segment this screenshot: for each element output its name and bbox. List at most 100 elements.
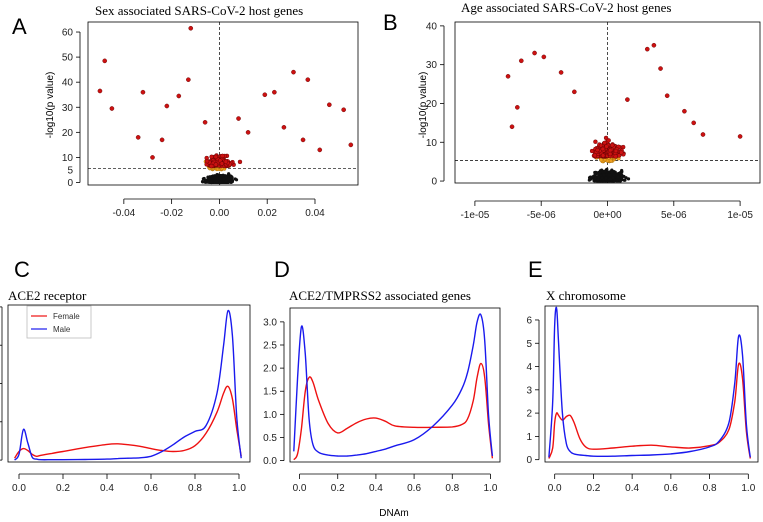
panel-a-point-nonsig — [227, 172, 231, 176]
panel-b-ylabel: -log10(p value) — [418, 72, 429, 139]
panel-b-point-outlier — [625, 97, 630, 102]
panel-a-point-sig — [237, 159, 243, 165]
panel-a-point-outlier — [305, 77, 311, 82]
panel-b-point-borderline — [608, 158, 613, 163]
panel-a-point-outlier — [135, 135, 141, 140]
panel-e-series-male — [548, 306, 751, 458]
panel-a-point-nonsig — [226, 177, 231, 182]
panel-e-y-tick-label: 2 — [526, 409, 532, 420]
panel-a-point-sig — [209, 154, 214, 159]
panel-b-point-sig — [602, 140, 607, 146]
panel-b-point-outlier — [509, 124, 515, 130]
panel-b-y-tick-label: 20 — [426, 99, 438, 110]
panel-letter-c: C — [14, 257, 30, 282]
legend-box — [26, 305, 92, 339]
panel-a-x-tick-label: 0.00 — [210, 208, 230, 219]
panel-a-point-outlier — [327, 102, 332, 108]
panel-b-point-nonsig — [614, 173, 618, 177]
panel-e-y-tick-label: 1 — [526, 432, 532, 443]
panel-b-point-nonsig — [604, 176, 608, 180]
panel-c-x-tick-label: 0.2 — [56, 483, 70, 494]
legend: Female Male — [26, 305, 92, 339]
panel-e-y-tick-label: 5 — [526, 339, 532, 350]
panel-d-x-tick-label: 0.6 — [407, 483, 421, 494]
panel-d-y-tick-label: 0.0 — [263, 456, 277, 467]
panel-b-y-tick-label: 10 — [426, 138, 438, 149]
panel-a-point-nonsig — [201, 177, 205, 181]
panel-a-point-sig — [213, 154, 218, 160]
panel-d-title: ACE2/TMPRSS2 associated genes — [289, 288, 471, 303]
panel-a-x-tick-label: -0.04 — [112, 208, 135, 219]
panel-b-point-sig — [600, 146, 606, 152]
panel-e-y-tick-label: 4 — [526, 362, 532, 373]
panel-a-point-outlier — [164, 103, 170, 109]
panel-letter-e: E — [528, 257, 543, 282]
panel-d-y-tick-label: 1.5 — [263, 387, 277, 398]
panel-e-x-tick-label: 0.8 — [703, 483, 717, 494]
panel-a-y-tick-label: 40 — [62, 78, 74, 89]
panel-d-x-tick-label: 0.4 — [369, 483, 383, 494]
panel-a-point-nonsig — [215, 180, 219, 184]
panel-b-point-sig — [610, 143, 615, 148]
panel-b-x-tick-label: 1e-05 — [727, 210, 753, 221]
panel-a-point-outlier — [159, 137, 165, 143]
panel-b-point-outlier — [572, 89, 577, 95]
panel-b-point-borderline — [599, 157, 604, 162]
panel-b-point-sig — [608, 151, 613, 157]
panel-e-series-female — [548, 362, 751, 459]
panel-b-point-nonsig — [605, 167, 609, 171]
panel-a-point-outlier — [341, 107, 346, 113]
panel-a-point-outlier — [300, 137, 306, 143]
panel-b-point-nonsig — [594, 176, 598, 180]
panel-e-plot-box — [544, 305, 759, 463]
panel-b-point-nonsig — [622, 178, 626, 182]
panel-a-point-nonsig — [201, 180, 205, 184]
panel-b-point-sig — [600, 153, 606, 158]
panel-a-point-outlier — [97, 88, 103, 94]
panel-c-series-female — [14, 385, 242, 459]
panel-b-point-nonsig — [609, 177, 613, 181]
panel-a-point-nonsig — [233, 177, 237, 181]
panel-b-point-outlier — [691, 120, 696, 126]
panel-a-y-tick-label: 60 — [62, 28, 74, 39]
panel-a-point-outlier — [262, 92, 268, 98]
panel-a-point-nonsig — [215, 172, 219, 177]
panel-b-point-outlier — [558, 70, 564, 75]
panel-e-y-tick-label: 6 — [526, 315, 532, 326]
panel-a-point-outlier — [245, 130, 251, 135]
panel-b-point-sig — [613, 148, 619, 154]
panel-b-point-nonsig — [618, 179, 622, 183]
panel-c-x-tick-label: 0.0 — [12, 483, 26, 494]
panel-b-point-outlier — [700, 132, 706, 137]
panel-a-point-nonsig — [224, 179, 228, 183]
panel-d-x-tick-label: 0.0 — [293, 483, 307, 494]
shared-x-label: DNAm — [379, 508, 408, 519]
panel-letter-a: A — [12, 14, 27, 39]
panel-e-x-tick-label: 0.4 — [625, 483, 639, 494]
panel-a-point-nonsig — [218, 177, 222, 181]
panel-b-point-nonsig — [610, 170, 614, 174]
panel-a-point-nonsig — [219, 173, 223, 178]
panel-a-y-tick-label: 30 — [62, 103, 74, 114]
panel-a-point-outlier — [140, 89, 146, 95]
panel-c-x-tick-label: 0.8 — [188, 483, 202, 494]
panel-a-y-tick-label: 20 — [62, 128, 74, 139]
panel-c-series-male — [14, 309, 242, 461]
panel-b-point-sig — [606, 138, 611, 143]
panel-b-y-tick-label: 30 — [426, 60, 438, 71]
panel-b-point-nonsig — [594, 170, 598, 174]
panel-d-y-tick-label: 2.0 — [263, 364, 277, 375]
panel-a-point-sig — [213, 162, 219, 167]
legend-label-female: Female — [53, 312, 80, 321]
panel-b-point-outlier — [737, 134, 743, 139]
panel-b-point-nonsig — [607, 173, 612, 177]
panel-b-point-outlier — [515, 105, 520, 110]
panel-a-point-outlier — [186, 77, 191, 82]
panel-d-y-tick-label: 2.5 — [263, 340, 277, 351]
panel-c-x-tick-label: 1.0 — [232, 483, 246, 494]
panel-b-point-sig — [608, 148, 613, 153]
panel-a-y-tick-label: 10 — [62, 153, 74, 164]
panel-b-point-outlier — [664, 93, 670, 99]
panel-b-point-outlier — [682, 108, 687, 114]
